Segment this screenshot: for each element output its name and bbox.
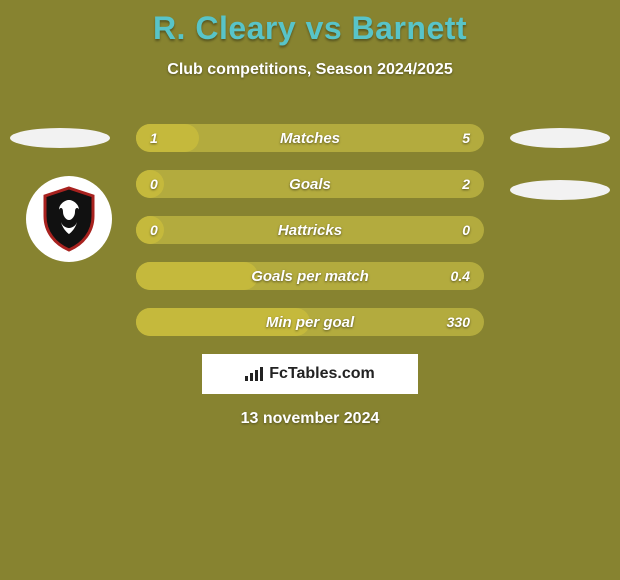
stat-row-goals: 0 Goals 2 [136,170,484,198]
bar-chart-icon [245,367,263,381]
stat-label: Min per goal [136,308,484,336]
date-label: 13 november 2024 [0,410,620,428]
stat-label: Goals per match [136,262,484,290]
page-title: R. Cleary vs Barnett [0,0,620,47]
stat-right-value: 2 [462,170,470,198]
stat-right-value: 5 [462,124,470,152]
player-right-placeholder-bottom [510,180,610,200]
stat-row-goals-per-match: Goals per match 0.4 [136,262,484,290]
brand-box: FcTables.com [202,354,418,394]
stat-label: Matches [136,124,484,152]
stat-row-hattricks: 0 Hattricks 0 [136,216,484,244]
stat-right-value: 0 [462,216,470,244]
stat-label: Goals [136,170,484,198]
brand-label: FcTables.com [269,365,375,383]
stat-right-value: 330 [447,308,470,336]
player-right-placeholder-top [510,128,610,148]
stat-row-matches: 1 Matches 5 [136,124,484,152]
subtitle: Club competitions, Season 2024/2025 [0,61,620,79]
club-badge [26,176,112,262]
stat-row-min-per-goal: Min per goal 330 [136,308,484,336]
stats-container: 1 Matches 5 0 Goals 2 0 Hattricks 0 Goal… [136,124,484,354]
stat-right-value: 0.4 [451,262,470,290]
player-left-placeholder [10,128,110,148]
stat-label: Hattricks [136,216,484,244]
shield-icon [41,186,97,252]
